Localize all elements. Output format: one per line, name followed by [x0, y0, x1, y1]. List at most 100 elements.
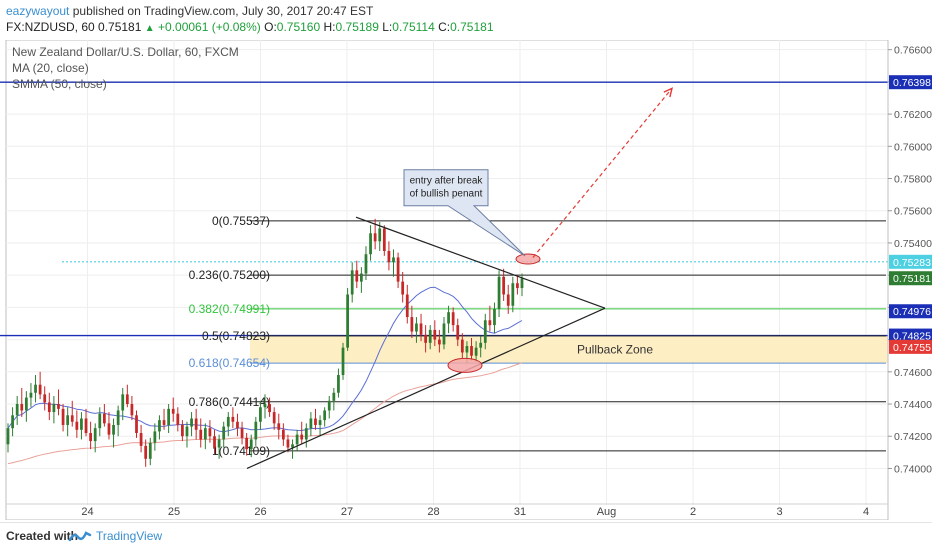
candle: [24, 391, 28, 422]
candle-body: [460, 339, 464, 353]
candle: [11, 407, 14, 437]
candle: [217, 434, 221, 459]
candle-body: [410, 317, 414, 332]
change-value: ▲ +0.00061 (+0.08%): [144, 20, 261, 34]
candle: [378, 222, 382, 252]
candle: [52, 395, 56, 424]
candle: [158, 415, 161, 440]
candle: [84, 408, 88, 437]
candle: [314, 408, 317, 430]
candle-body: [263, 404, 267, 408]
pullback-ellipse: [447, 357, 483, 373]
candle: [199, 418, 203, 448]
candle-body: [107, 423, 111, 435]
price-label-bg: [889, 339, 932, 354]
candle-body: [130, 404, 134, 416]
publish-line: eazywayout published on TradingView.com,…: [6, 4, 373, 18]
candle-body: [217, 439, 221, 448]
target-arrow-head: [663, 87, 674, 98]
candle: [102, 404, 106, 427]
candle: [15, 395, 19, 425]
chart-frame: [5, 40, 889, 520]
candle-body: [171, 408, 175, 414]
candle-body: [286, 439, 290, 448]
candle-body: [382, 228, 386, 252]
candle-body: [392, 257, 395, 263]
candle: [332, 387, 336, 411]
pennant-lower-line: [246, 307, 606, 470]
entry-ellipse: [515, 253, 541, 265]
candle-body: [15, 404, 19, 416]
legend-smma: SMMA (50, close): [12, 77, 107, 91]
candle-body: [66, 415, 70, 425]
candle: [162, 408, 166, 430]
legend-title: New Zealand Dollar/U.S. Dollar, 60, FXCM: [12, 45, 239, 59]
price-label-bg: [889, 75, 932, 90]
price-label: 0.76398: [893, 77, 931, 89]
candle-body: [506, 294, 510, 306]
candle-body: [488, 320, 492, 326]
candle-body: [332, 392, 336, 401]
candle: [38, 371, 42, 400]
low-label: L:: [382, 20, 393, 34]
author-link[interactable]: eazywayout: [6, 4, 70, 18]
close-value: 0.75181: [450, 20, 494, 34]
candle: [93, 423, 97, 453]
time-tick-label: 28: [427, 506, 439, 518]
time-tick-label: 26: [254, 506, 266, 518]
candle-body: [144, 445, 148, 459]
candle-body: [75, 421, 79, 430]
candle-body: [112, 424, 115, 435]
candle-body: [158, 420, 161, 432]
candle: [190, 412, 193, 437]
candle-body: [194, 418, 198, 430]
price-tick-label: 0.74400: [894, 399, 932, 411]
time-axis[interactable]: 24 25 26 27 28 31 Aug 2 3 4: [6, 503, 888, 519]
price-axis[interactable]: 0.740000.742000.744000.746000.748000.750…: [887, 40, 932, 520]
price-label-bg: [889, 304, 932, 319]
candle-body: [29, 392, 33, 398]
candle: [75, 410, 79, 438]
price-label: 0.75283: [893, 257, 931, 269]
candle-body: [350, 270, 354, 295]
footer-bar: Created with TradingView: [0, 522, 932, 551]
candle: [304, 423, 308, 448]
candle-body: [369, 233, 372, 255]
candle: [135, 410, 138, 438]
candle: [474, 341, 478, 363]
candle-body: [57, 404, 60, 409]
candle: [47, 392, 51, 421]
candle-body: [6, 428, 10, 445]
candle-body: [52, 404, 56, 413]
candle-body: [355, 270, 359, 282]
candle: [346, 288, 349, 351]
candle-body: [465, 346, 469, 353]
candle: [488, 305, 492, 332]
candle: [410, 305, 414, 338]
candle-body: [199, 429, 203, 440]
candle: [447, 305, 450, 334]
price-chart[interactable]: Pullback Zone 0(0.75537) 0.236(0.75200) 0.…: [0, 40, 932, 520]
candle-body: [396, 257, 400, 282]
time-tick-label: 3: [776, 506, 782, 518]
candle-body: [318, 420, 322, 425]
tradingview-logo-icon: [68, 531, 92, 542]
callout-bubble: [403, 169, 526, 257]
candle: [80, 412, 83, 440]
fib-label: 0.236(0.75200): [189, 268, 270, 282]
candle-body: [70, 415, 74, 422]
candle-body: [162, 420, 166, 425]
candle-body: [364, 254, 368, 274]
candle: [43, 386, 47, 411]
candle: [502, 268, 506, 301]
candle-body: [359, 273, 363, 282]
candle: [479, 336, 483, 358]
tradingview-brand[interactable]: TradingView: [96, 529, 163, 543]
candle-body: [304, 428, 308, 440]
candle-body: [341, 347, 345, 376]
candle: [185, 421, 189, 448]
candle: [107, 412, 111, 440]
candle-body: [213, 436, 216, 448]
fib-label: 0(0.75537): [212, 214, 270, 228]
candle-body: [153, 431, 157, 443]
